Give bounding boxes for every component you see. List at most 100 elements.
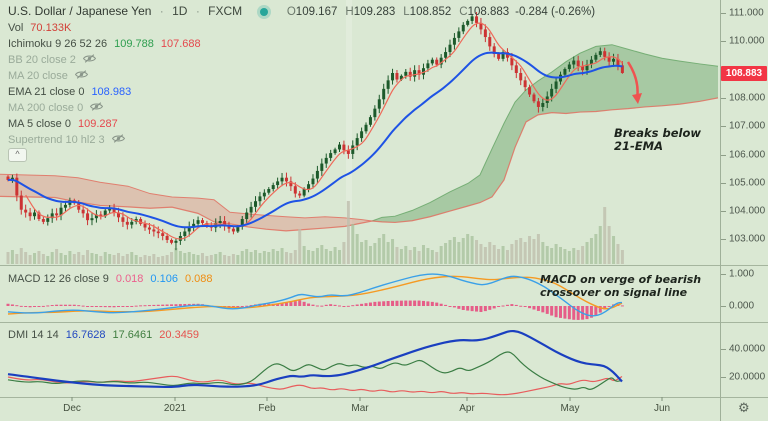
- time-tick-2021: [174, 397, 176, 401]
- indicator-value: 20.3459: [159, 329, 200, 341]
- macd-tick-0.000-label: 0.000: [729, 300, 755, 312]
- indicator-value: 108.983: [91, 86, 132, 98]
- price-tick-106.000-tick: [721, 155, 726, 156]
- symbol-title[interactable]: U.S. Dollar / Japanese Yen: [8, 4, 152, 18]
- settings-gear-icon[interactable]: ⚙: [738, 400, 750, 415]
- indicator-name: EMA 21 close 0: [8, 86, 85, 98]
- indicator-row-supertrend-10-hl2-3[interactable]: Supertrend 10 hl2 3: [8, 132, 201, 148]
- hidden-eye-icon[interactable]: [111, 133, 125, 149]
- indicator-name: MA 200 close 0: [8, 102, 84, 114]
- pane-separator-price-macd[interactable]: [0, 265, 768, 266]
- indicator-name: DMI 14 14: [8, 329, 59, 341]
- time-tick-May: [569, 397, 571, 401]
- indicator-row-ma-5-close-0[interactable]: MA 5 close 0 109.287: [8, 116, 201, 132]
- exchange-label: FXCM: [208, 4, 243, 18]
- hidden-eye-icon[interactable]: [74, 69, 89, 85]
- last-price-badge: 108.883: [721, 66, 767, 81]
- senkou-a-line: [0, 173, 373, 222]
- indicator-value: 0.088: [184, 273, 213, 285]
- price-tick-111.000-label: 111.000: [729, 7, 764, 19]
- macd-histogram: [6, 300, 624, 320]
- indicator-row-ema-21-close-0[interactable]: EMA 21 close 0 108.983: [8, 84, 201, 100]
- market-status-dot-icon[interactable]: [259, 7, 268, 16]
- indicator-legend: Vol 70.133K Ichimoku 9 26 52 26 109.788 107.…: [8, 20, 201, 148]
- hidden-eye-icon[interactable]: [82, 53, 96, 69]
- adx-line: [7, 329, 623, 389]
- price-annotation-line2: 21-EMA: [614, 139, 663, 153]
- indicator-name: Supertrend 10 hl2 3: [8, 134, 105, 146]
- time-label-Feb: Feb: [258, 403, 276, 414]
- high-label: H: [345, 6, 354, 18]
- price-tick-105.000-tick: [721, 183, 726, 184]
- ema21-line: [7, 51, 623, 229]
- close-label: C: [459, 6, 468, 18]
- indicator-value: 109.788: [114, 38, 154, 50]
- indicator-row-vol[interactable]: Vol 70.133K: [8, 20, 201, 36]
- time-label-Apr: Apr: [459, 403, 475, 414]
- indicator-row-bb-20-close-2[interactable]: BB 20 close 2: [8, 52, 201, 68]
- separator-dot: ·: [159, 4, 164, 18]
- volume-bars: [6, 201, 624, 264]
- indicator-name: MA 5 close 0: [8, 118, 71, 130]
- time-label-Jun: Jun: [653, 403, 671, 414]
- session-band: [346, 0, 352, 265]
- change-value: -0.284 (-0.26%): [515, 6, 596, 18]
- time-tick-Apr: [466, 397, 468, 401]
- price-tick-105.000-label: 105.000: [729, 177, 766, 189]
- indicator-name: MA 20 close: [8, 70, 68, 82]
- separator-dot: ·: [195, 4, 200, 18]
- dmi-tick-40.0000-label: 40.0000: [729, 343, 766, 355]
- indicator-row-dmi-14-14[interactable]: DMI 14 14 16.7628 17.6461 20.3459: [8, 327, 199, 343]
- high-value: 109.283: [353, 6, 396, 18]
- dmi-tick-20.0000-tick: [721, 377, 726, 378]
- macd-tick-1.000-label: 1.000: [729, 268, 755, 280]
- macd-signal-line: [7, 275, 623, 315]
- price-tick-110.000-tick: [721, 41, 726, 42]
- indicator-name: Vol: [8, 22, 24, 34]
- low-value: 108.852: [409, 6, 452, 18]
- macd-annotation-line1: MACD on verge of bearish: [540, 273, 702, 286]
- price-tick-104.000-tick: [721, 211, 726, 212]
- ichimoku-cloud-green: [372, 44, 718, 223]
- pane-separator-macd-dmi[interactable]: [0, 322, 768, 323]
- indicator-row-ma-20-close[interactable]: MA 20 close: [8, 68, 201, 84]
- legend-collapse-button[interactable]: ^: [8, 148, 27, 162]
- senkou-b-line: [0, 195, 373, 232]
- indicator-row-macd-12-26-close-9[interactable]: MACD 12 26 close 9 0.018 0.106 0.088: [8, 271, 212, 287]
- breakdown-arrowhead: [632, 93, 642, 104]
- indicator-value: 109.287: [77, 118, 118, 130]
- indicator-name: Ichimoku 9 26 52 26: [8, 38, 108, 50]
- time-tick-Feb: [266, 397, 268, 401]
- dmi-tick-40.0000-tick: [721, 349, 726, 350]
- macd-legend[interactable]: MACD 12 26 close 9 0.018 0.106 0.088: [8, 271, 212, 287]
- indicator-value: 17.6461: [112, 329, 153, 341]
- senkou-b-line: [371, 97, 719, 224]
- ohlc-readout: O109.167 H109.283 L108.852 C108.883 -0.284 (…: [287, 6, 595, 18]
- ma5-line: [25, 22, 623, 240]
- price-annotation: Breaks below 21-EMA: [614, 127, 701, 153]
- time-label-2021: 2021: [163, 403, 187, 414]
- hidden-eye-icon[interactable]: [90, 101, 104, 117]
- open-value: 109.167: [295, 6, 338, 18]
- indicator-row-ichimoku-9-26-52-26[interactable]: Ichimoku 9 26 52 26 109.788 107.688: [8, 36, 201, 52]
- price-tick-108.000-tick: [721, 98, 726, 99]
- symbol-header: U.S. Dollar / Japanese Yen · 1D · FXCM O…: [8, 4, 595, 18]
- open-label: O: [286, 6, 296, 18]
- plus-di-line: [7, 351, 623, 390]
- time-tick-Dec: [71, 397, 73, 401]
- candlesticks: [6, 12, 624, 251]
- indicator-value: 107.688: [160, 38, 201, 50]
- indicator-row-ma-200-close-0[interactable]: MA 200 close 0: [8, 100, 201, 116]
- interval-label[interactable]: 1D: [172, 4, 188, 18]
- time-tick-Mar: [359, 397, 361, 401]
- low-label: L: [403, 6, 410, 18]
- indicator-value: 70.133K: [30, 22, 72, 34]
- macd-annotation-line2: crossover on signal line: [540, 286, 688, 299]
- price-tick-103.000-label: 103.000: [729, 233, 766, 245]
- price-tick-103.000-tick: [721, 239, 726, 240]
- dmi-legend[interactable]: DMI 14 14 16.7628 17.6461 20.3459: [8, 327, 199, 343]
- indicator-value: 16.7628: [65, 329, 106, 341]
- indicator-value: 0.106: [150, 273, 178, 285]
